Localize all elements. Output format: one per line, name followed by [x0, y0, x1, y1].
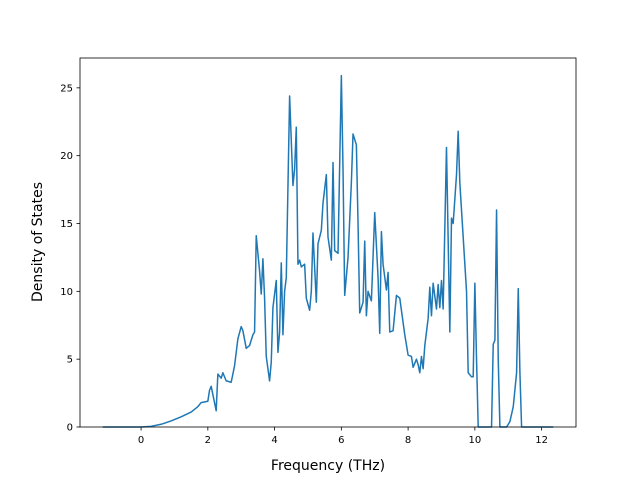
y-tick-label: 10 — [60, 287, 73, 298]
y-tick-label: 5 — [67, 355, 73, 366]
y-tick-label: 20 — [60, 151, 73, 162]
x-tick-label: 2 — [205, 435, 211, 446]
plot-frame — [79, 57, 577, 428]
y-tick-label: 0 — [67, 423, 73, 434]
x-tick-label: 4 — [271, 435, 277, 446]
x-axis-label: Frequency (THz) — [271, 458, 385, 474]
y-tick-label: 25 — [60, 83, 73, 94]
x-tick-label: 10 — [468, 435, 481, 446]
x-tick-label: 0 — [138, 435, 144, 446]
x-tick-label: 8 — [405, 435, 411, 446]
data-line — [102, 74, 554, 428]
y-tick-label: 15 — [60, 219, 73, 230]
x-tick-label: 12 — [535, 435, 548, 446]
x-tick-label: 6 — [338, 435, 344, 446]
y-axis-label: Density of States — [30, 182, 46, 302]
